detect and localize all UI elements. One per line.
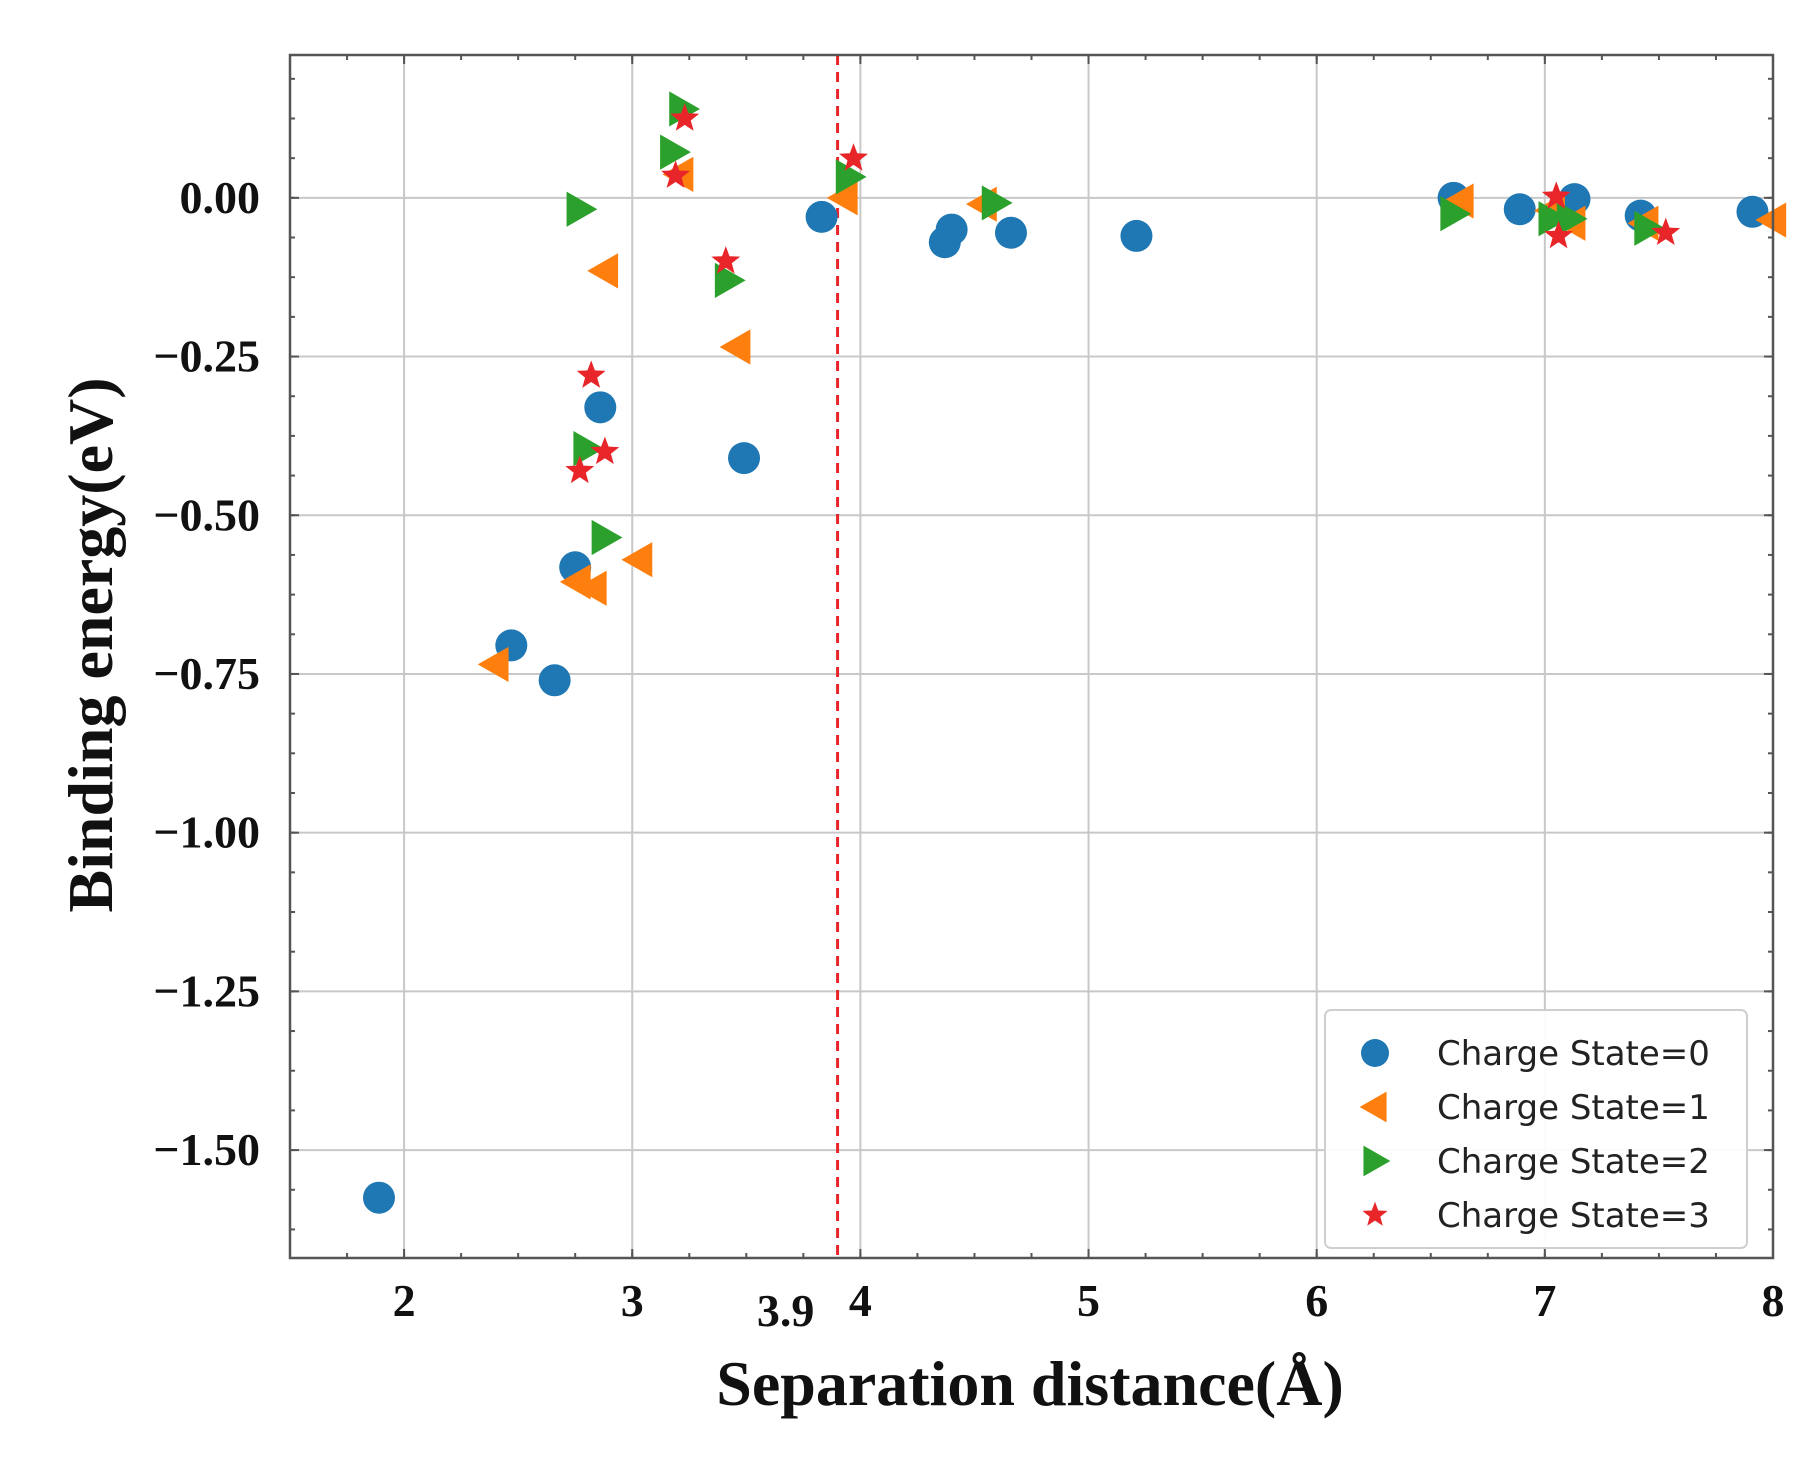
- x-tick-label: 5: [1077, 1275, 1100, 1326]
- data-points-layer: [362, 91, 1787, 1214]
- data-point-triangle-right: [591, 519, 623, 556]
- data-point-triangle-left: [477, 646, 509, 683]
- legend-label: Charge State=2: [1437, 1142, 1710, 1182]
- reference-line-label: 3.9: [757, 1285, 815, 1336]
- data-point-triangle-right: [1634, 210, 1666, 246]
- y-axis-title: Binding energy(eV): [55, 377, 126, 912]
- y-tick-label: 0.00: [180, 172, 261, 223]
- data-point-circle: [994, 216, 1027, 249]
- data-point-star: [1544, 220, 1573, 249]
- data-point-triangle-left: [1442, 183, 1474, 219]
- data-point-triangle-left: [587, 253, 619, 289]
- data-point-circle: [1503, 193, 1536, 226]
- x-tick-label: 7: [1533, 1275, 1556, 1326]
- data-point-circle: [584, 391, 617, 424]
- data-point-star: [1651, 217, 1681, 245]
- data-point-star: [661, 160, 690, 188]
- x-tick-label: 3: [621, 1275, 644, 1326]
- y-tick-label: −0.50: [153, 489, 260, 540]
- data-point-triangle-right: [981, 185, 1013, 221]
- legend-marker: [1362, 1201, 1388, 1226]
- legend-label: Charge State=1: [1437, 1088, 1710, 1128]
- data-point-triangle-left: [575, 570, 607, 606]
- data-point-circle: [728, 442, 761, 475]
- x-tick-label: 6: [1305, 1275, 1328, 1326]
- data-point-star: [711, 246, 741, 274]
- data-point-triangle-left: [1755, 202, 1787, 238]
- grid-layer: [290, 55, 1774, 1258]
- plot-frame: [288, 53, 1775, 1260]
- data-point-triangle-right: [1440, 196, 1472, 232]
- legend-label: Charge State=0: [1437, 1034, 1710, 1074]
- legend-entries: Charge State=0 Charge State=1 Charge State…: [1359, 1034, 1710, 1236]
- x-tick-label: 2: [393, 1275, 416, 1326]
- legend-marker: [1359, 1091, 1387, 1123]
- data-point-triangle-right: [660, 134, 691, 170]
- data-point-star: [576, 360, 606, 388]
- y-tick-label: −1.50: [153, 1124, 260, 1175]
- data-point-circle: [805, 200, 838, 233]
- data-point-triangle-right: [566, 191, 598, 227]
- data-point-triangle-right: [1556, 201, 1588, 237]
- data-point-star: [839, 143, 868, 171]
- y-tick-label: −0.75: [153, 648, 260, 699]
- x-tick-label: 8: [1762, 1275, 1785, 1326]
- y-tick-label: −1.25: [153, 965, 260, 1016]
- data-point-star: [1541, 181, 1571, 209]
- legend-box: [1324, 1009, 1748, 1249]
- data-point-star: [670, 103, 700, 131]
- x-tick-label: 4: [849, 1275, 872, 1326]
- y-tick-label: −1.00: [153, 807, 260, 858]
- series-2: [566, 91, 1666, 556]
- data-point-circle: [935, 213, 968, 246]
- legend-label: Charge State=3: [1437, 1196, 1710, 1236]
- data-point-triangle-right: [573, 430, 605, 467]
- tick-labels-layer: 2 3 4 5 6 7 8 0.00 −0.25 −0.50 −0.75 −1.00 −1.25 −1.5…: [153, 172, 1784, 1336]
- data-point-triangle-left: [719, 329, 751, 365]
- plot-frame-layer: [288, 53, 1775, 1260]
- data-point-triangle-left: [621, 542, 653, 578]
- data-point-star: [590, 436, 620, 465]
- legend: Charge State=0 Charge State=1 Charge State…: [1324, 1009, 1748, 1249]
- y-tick-label: −0.25: [153, 331, 260, 382]
- data-point-triangle-right: [835, 159, 867, 195]
- data-point-circle: [362, 1181, 395, 1214]
- legend-marker: [1361, 1039, 1389, 1067]
- data-point-circle: [538, 664, 571, 697]
- data-point-star: [565, 455, 595, 484]
- legend-marker: [1363, 1145, 1391, 1177]
- x-axis-title: Separation distance(Å): [716, 1348, 1344, 1419]
- data-point-triangle-right: [714, 262, 746, 298]
- series-3: [565, 103, 1681, 484]
- data-point-circle: [1120, 219, 1153, 252]
- data-point-triangle-left: [826, 180, 858, 216]
- data-point-triangle-right: [1538, 201, 1570, 237]
